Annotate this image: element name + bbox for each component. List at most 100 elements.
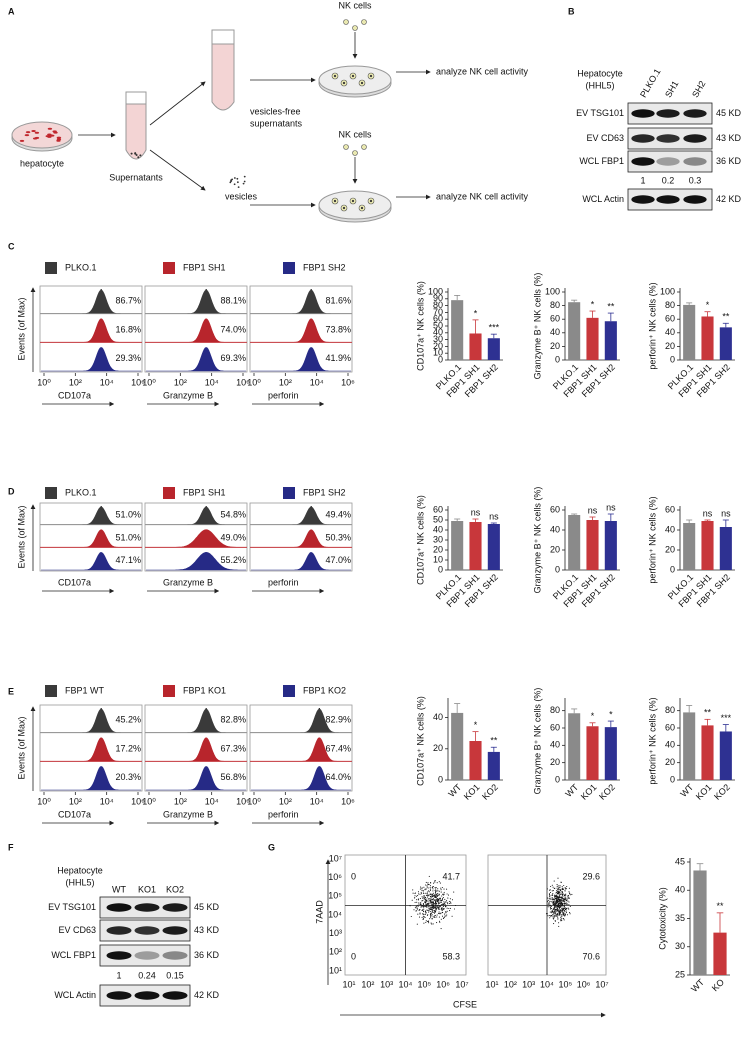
event-dot (436, 882, 438, 884)
band (683, 157, 707, 166)
x-axis-label: CD107a (58, 809, 91, 819)
x-tick-label: 10² (279, 796, 292, 806)
event-dot (427, 904, 429, 906)
event-dot (549, 917, 551, 919)
event-dot (411, 899, 413, 901)
band (134, 926, 160, 935)
event-dot (438, 894, 440, 896)
event-dot (566, 903, 568, 905)
y-tick-label: 30 (433, 534, 443, 544)
event-dot (446, 910, 448, 912)
event-dot (554, 920, 556, 922)
event-dot (447, 902, 449, 904)
x-tick-label: 10⁴ (205, 377, 219, 387)
event-dot (427, 895, 429, 897)
event-dot (570, 894, 572, 896)
event-dot (436, 893, 438, 895)
event-dot (430, 916, 432, 918)
event-dot (414, 892, 416, 895)
histogram (146, 347, 246, 372)
event-dot (419, 913, 421, 915)
band (656, 109, 680, 118)
event-dot (551, 897, 553, 899)
event-dot (554, 908, 556, 911)
event-dot (429, 914, 432, 916)
event-dot (566, 899, 568, 901)
event-dot (425, 921, 427, 923)
size-label: 42 KD (194, 990, 220, 1000)
cell (47, 133, 52, 136)
x-axis-label: CD107a (58, 390, 91, 400)
event-dot (549, 896, 551, 898)
band (106, 991, 132, 1000)
quadrant-value: 29.6 (582, 871, 600, 881)
tube-top (211, 29, 235, 45)
significance: ns (471, 507, 481, 517)
event-dot (416, 906, 418, 908)
histogram (41, 347, 141, 372)
event-dot (438, 920, 441, 922)
band (683, 109, 707, 118)
event-dot (431, 911, 433, 913)
event-dot (416, 923, 418, 925)
percent: 49.0% (220, 532, 246, 542)
bar (469, 741, 482, 780)
event-dot (553, 915, 555, 917)
event-dot (561, 886, 563, 888)
band (683, 195, 707, 204)
event-dot (441, 895, 443, 897)
cell (25, 131, 31, 134)
event-dot (431, 902, 433, 904)
bar (683, 523, 696, 570)
event-dot (428, 922, 430, 924)
event-dot (439, 902, 441, 904)
row-label: EV TSG101 (576, 108, 624, 118)
event-dot (560, 899, 562, 901)
lane-label: WT (112, 884, 126, 894)
event-dot (426, 896, 428, 898)
y-tick-label: 20 (433, 341, 443, 351)
y-tick-label: 60 (550, 504, 560, 514)
event-dot (423, 886, 425, 888)
event-dot (563, 898, 566, 901)
event-dot (443, 891, 445, 893)
vesicle (236, 177, 239, 180)
event-dot (427, 887, 429, 889)
event-dot (554, 895, 556, 897)
event-dot (416, 895, 418, 897)
event-dot (556, 901, 558, 903)
x-tick-label: 10⁶ (436, 979, 450, 989)
event-dot (435, 905, 437, 907)
event-dot (557, 916, 559, 918)
event-dot (435, 886, 437, 889)
y-tick-label: 70 (433, 307, 443, 317)
y-axis-label: Events (of Max) (16, 505, 26, 568)
event-dot (559, 895, 561, 897)
legend-swatch (163, 487, 175, 499)
bar (719, 327, 732, 360)
event-dot (560, 881, 562, 883)
event-dot (427, 920, 430, 922)
event-dot (423, 908, 425, 910)
event-dot (556, 895, 558, 897)
event-dot (441, 907, 443, 909)
percent: 74.0% (220, 324, 246, 334)
event-dot (557, 898, 559, 900)
quadrant-value: 0 (351, 951, 356, 961)
y-axis-label: perforin⁺ NK cells (%) (647, 496, 657, 583)
y-tick-label: 30 (675, 941, 685, 951)
x-tick-label: 10⁴ (399, 979, 413, 989)
event-dot (557, 891, 559, 893)
event-dot (442, 917, 444, 919)
event-dot (563, 888, 565, 890)
percent: 56.8% (220, 772, 246, 782)
size-label: 43 KD (194, 925, 220, 935)
arrow (149, 81, 206, 126)
y-tick-label: 0 (555, 354, 560, 364)
event-dot (559, 909, 561, 911)
event-dot (427, 914, 429, 916)
percent: 29.3% (115, 353, 141, 363)
event-dot (438, 900, 440, 902)
event-dot (559, 898, 561, 900)
x-tick-label: 10⁶ (236, 377, 250, 387)
